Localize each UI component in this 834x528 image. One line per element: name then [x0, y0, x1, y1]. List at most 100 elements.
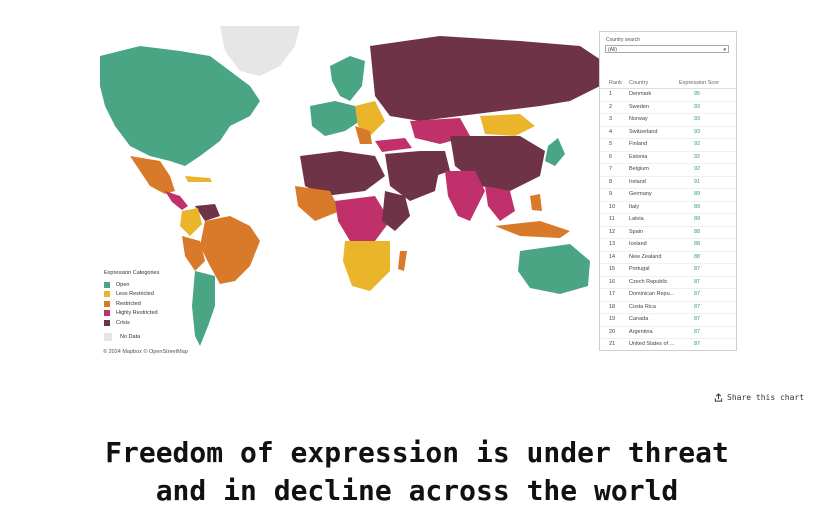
india-region [445, 171, 485, 221]
rank-cell: 18 [609, 303, 616, 310]
score-cell: 87 [694, 328, 701, 335]
table-row[interactable]: 17 Dominican Repu... 87 [600, 289, 736, 302]
table-row[interactable]: 6 Estonia 92 [600, 152, 736, 164]
mexico-region [130, 156, 175, 194]
rank-cell: 5 [609, 141, 613, 147]
rank-cell: 8 [609, 178, 613, 185]
table-row[interactable]: 4 Switzerland 93 [600, 127, 736, 139]
legend-item-open: Open [104, 280, 159, 290]
table-row[interactable]: 15 Portugal 87 [600, 264, 736, 277]
rank-cell: 19 [609, 316, 616, 322]
legend-swatch-less-restricted [104, 291, 110, 298]
map-canvas[interactable] [100, 26, 736, 350]
score-cell: 87 [694, 316, 701, 322]
balkans-region [355, 126, 372, 144]
map-attribution[interactable]: © 2024 Mapbox © OpenStreetMap [103, 349, 188, 355]
legend-swatch-restricted [104, 300, 110, 307]
table-row[interactable]: 16 Czech Republic 87 [600, 277, 736, 289]
table-row[interactable]: 5 Finland 92 [600, 139, 736, 152]
madagascar-region [398, 251, 407, 271]
table-row[interactable]: 21 United States of ... 87 [600, 339, 736, 350]
country-cell: Latvia [629, 216, 644, 222]
country-search-select[interactable]: (All) ▾ [605, 45, 729, 53]
eastern-europe-region [355, 101, 385, 136]
table-row[interactable]: 11 Latvia 89 [600, 214, 736, 227]
country-ranking-panel: Country search (All) ▾ Rank Country Expr… [599, 31, 737, 351]
western-europe-region [310, 101, 360, 136]
rank-cell: 16 [609, 278, 616, 285]
table-row[interactable]: 14 New Zealand 88 [600, 252, 736, 264]
score-cell: 88 [694, 241, 701, 247]
table-row[interactable]: 3 Norway 93 [600, 114, 736, 127]
table-row[interactable]: 1 Denmark 95 [600, 89, 736, 102]
table-row[interactable]: 9 Germany 89 [600, 189, 736, 202]
headline-line-2: and in decline across the world [155, 474, 679, 507]
mongolia-region [480, 114, 535, 136]
score-cell: 87 [694, 291, 701, 297]
country-cell: Dominican Repu... [629, 291, 675, 297]
score-cell: 93 [694, 103, 701, 110]
rank-cell: 7 [609, 166, 613, 172]
table-row[interactable]: 12 Spain 88 [600, 227, 736, 239]
share-label: Share this chart [727, 393, 805, 402]
country-cell: Ireland [629, 178, 646, 185]
table-row[interactable]: 7 Belgium 92 [600, 164, 736, 177]
share-chart-button[interactable]: Share this chart [714, 393, 804, 402]
legend-label-less-restricted: Less Restricted [116, 291, 154, 298]
table-row[interactable]: 2 Sweden 93 [600, 102, 736, 114]
country-cell: Iceland [629, 241, 647, 247]
table-row[interactable]: 8 Ireland 91 [600, 177, 736, 189]
country-search-label: Country search [606, 37, 640, 43]
column-header-country[interactable]: Country [629, 80, 649, 86]
west-africa-region [295, 186, 340, 221]
score-cell: 92 [694, 141, 701, 147]
legend-item-crisis: Crisis [104, 318, 159, 328]
east-africa-region [382, 191, 410, 231]
brazil-region [200, 216, 260, 284]
country-cell: Czech Republic [629, 278, 668, 285]
ranking-table-body[interactable]: 1 Denmark 95 2 Sweden 93 3 Norway 93 4 Switzerland… [600, 89, 736, 350]
rank-cell: 9 [609, 191, 613, 197]
rank-cell: 4 [609, 128, 613, 135]
philippines-region [530, 194, 542, 211]
rank-cell: 12 [609, 228, 616, 235]
legend-label-open: Open [116, 281, 130, 288]
legend-item-highly-restricted: Highly Restricted [104, 309, 159, 319]
peru-region [182, 236, 205, 271]
country-cell: New Zealand [629, 253, 662, 260]
rank-cell: 20 [609, 328, 616, 335]
country-cell: United States of ... [629, 341, 675, 347]
southeast-asia-region [485, 186, 515, 221]
table-header: Rank Country Expression Scor [600, 79, 736, 89]
column-header-expression-score[interactable]: Expression Scor [679, 80, 720, 86]
score-cell: 93 [694, 128, 701, 135]
rank-cell: 13 [609, 241, 616, 247]
table-row[interactable]: 13 Iceland 88 [600, 239, 736, 252]
score-cell: 88 [694, 253, 701, 260]
table-row[interactable]: 19 Canada 87 [600, 314, 736, 327]
middle-east-region [385, 151, 440, 201]
table-row[interactable]: 10 Italy 89 [600, 202, 736, 214]
score-cell: 87 [694, 303, 701, 310]
iran-region [420, 151, 450, 176]
country-cell: Denmark [629, 91, 652, 97]
central-america-region [165, 191, 188, 210]
score-cell: 89 [694, 191, 701, 197]
headline-line-1: Freedom of expression is under threat [105, 436, 729, 469]
central-africa-region [335, 196, 390, 241]
rank-cell: 10 [609, 203, 616, 210]
share-icon [714, 393, 723, 402]
country-cell: Spain [629, 228, 644, 235]
country-cell: Sweden [629, 103, 649, 110]
north-america-region [100, 46, 260, 166]
score-cell: 87 [694, 266, 701, 272]
table-row[interactable]: 18 Costa Rica 87 [600, 302, 736, 314]
table-row[interactable]: 20 Argentina 87 [600, 327, 736, 339]
legend-label-crisis: Crisis [116, 319, 130, 326]
rank-cell: 1 [609, 91, 613, 97]
venezuela-region [195, 204, 220, 221]
chevron-down-icon[interactable]: ▾ [723, 47, 726, 53]
north-africa-region [300, 151, 385, 196]
column-header-rank[interactable]: Rank [609, 80, 622, 86]
score-cell: 89 [694, 216, 701, 222]
